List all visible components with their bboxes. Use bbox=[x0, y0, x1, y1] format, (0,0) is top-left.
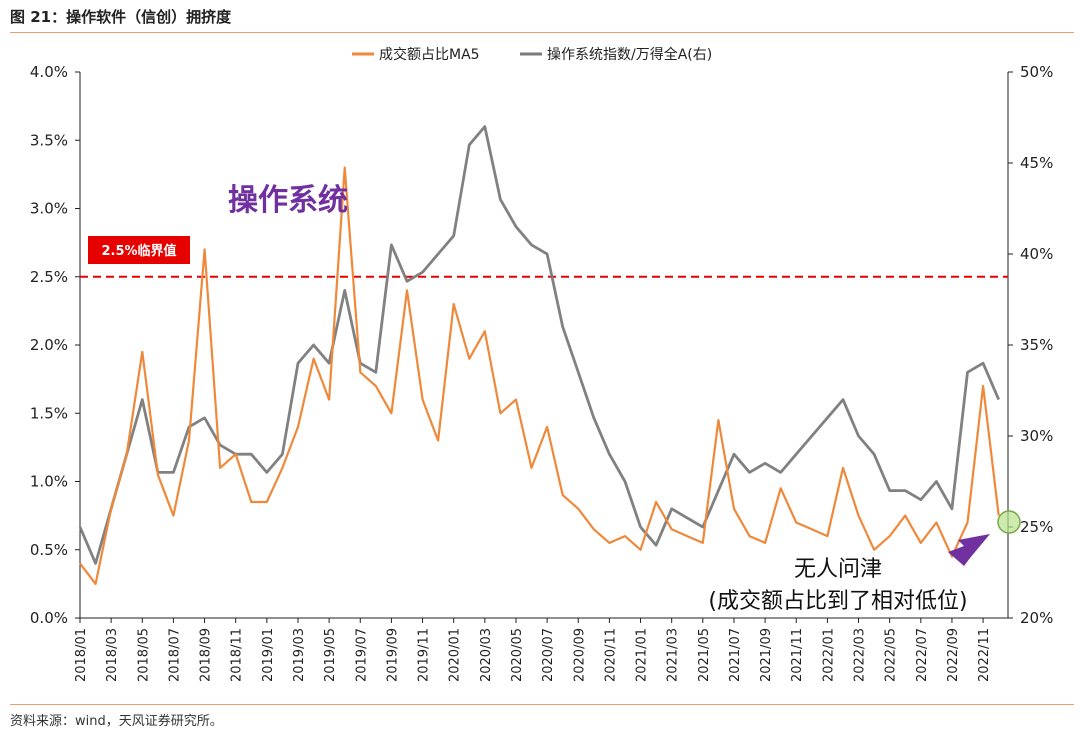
x-tick-label: 2018/05 bbox=[136, 628, 151, 682]
annotation-neglected-detail: (成交额占比到了相对低位) bbox=[708, 589, 967, 614]
y-left-tick-label: 0.5% bbox=[30, 541, 68, 559]
top-rule bbox=[10, 32, 1074, 33]
series-os-index-line bbox=[78, 125, 1000, 565]
x-tick-label: 2021/11 bbox=[790, 628, 805, 682]
x-tick-label: 2019/03 bbox=[292, 628, 307, 682]
x-tick-label: 2020/01 bbox=[448, 628, 463, 682]
x-tick-label: 2018/11 bbox=[230, 628, 245, 682]
x-tick-label: 2022/07 bbox=[915, 628, 930, 682]
x-tick-label: 2022/03 bbox=[853, 628, 868, 682]
y-left-tick-label: 4.0% bbox=[30, 63, 68, 81]
x-tick-label: 2021/03 bbox=[666, 628, 681, 682]
y-left-tick-label: 2.5% bbox=[30, 268, 68, 286]
series-turnover-line bbox=[79, 166, 1000, 585]
legend-label-turnover: 成交额占比MA5 bbox=[379, 46, 480, 63]
annotation-os: 操作系统 bbox=[228, 183, 348, 218]
x-tick-label: 2019/09 bbox=[385, 628, 400, 682]
x-tick-label: 2020/07 bbox=[541, 628, 556, 682]
x-tick-label: 2019/01 bbox=[261, 628, 276, 682]
figure-title: 图 21：操作软件（信创）拥挤度 bbox=[10, 8, 232, 26]
x-tick-label: 2018/09 bbox=[199, 628, 214, 682]
legend-label-os-index: 操作系统指数/万得全A(右) bbox=[547, 46, 712, 63]
y-left-tick-label: 2.0% bbox=[30, 336, 68, 354]
chart-lines bbox=[78, 125, 1008, 585]
x-tick-label: 2021/09 bbox=[759, 628, 774, 682]
latest-point-marker bbox=[997, 510, 1021, 534]
y-right-tick-label: 45% bbox=[1020, 154, 1053, 172]
y-left-tick-label: 0.0% bbox=[30, 609, 68, 627]
source-note: 资料来源：wind，天风证券研究所。 bbox=[10, 714, 223, 729]
y-right-tick-label: 20% bbox=[1020, 609, 1053, 627]
x-tick-label: 2021/01 bbox=[635, 628, 650, 682]
y-right-tick-label: 30% bbox=[1020, 427, 1053, 445]
x-tick-label: 2018/03 bbox=[105, 628, 120, 682]
x-tick-label: 2020/05 bbox=[510, 628, 525, 682]
y-right-tick-label: 35% bbox=[1020, 336, 1053, 354]
chart-legend: 成交额占比MA5 操作系统指数/万得全A(右) bbox=[352, 46, 712, 63]
annotation-neglected: 无人问津 bbox=[794, 557, 882, 582]
x-tick-label: 2020/09 bbox=[572, 628, 587, 682]
x-tick-label: 2018/07 bbox=[167, 628, 182, 682]
x-tick-label: 2018/01 bbox=[74, 628, 89, 682]
x-tick-label: 2019/05 bbox=[323, 628, 338, 682]
x-tick-label: 2019/07 bbox=[354, 628, 369, 682]
x-tick-label: 2021/07 bbox=[728, 628, 743, 682]
bottom-rule bbox=[10, 704, 1074, 705]
x-tick-label: 2022/09 bbox=[946, 628, 961, 682]
x-tick-label: 2020/03 bbox=[479, 628, 494, 682]
y-right-tick-label: 50% bbox=[1020, 63, 1053, 81]
annotation-arrow bbox=[948, 534, 990, 566]
x-tick-label: 2022/11 bbox=[977, 628, 992, 682]
y-left-tick-label: 3.5% bbox=[30, 131, 68, 149]
x-tick-label: 2022/01 bbox=[821, 628, 836, 682]
y-left-tick-label: 1.5% bbox=[30, 404, 68, 422]
y-right-tick-label: 25% bbox=[1020, 518, 1053, 536]
reference-label-box bbox=[88, 236, 190, 264]
y-left-tick-label: 1.0% bbox=[30, 473, 68, 491]
x-tick-label: 2019/11 bbox=[417, 628, 432, 682]
reference-label: 2.5%临界值 bbox=[101, 243, 176, 259]
y-left-tick-label: 3.0% bbox=[30, 200, 68, 218]
x-tick-label: 2021/05 bbox=[697, 628, 712, 682]
x-tick-label: 2022/05 bbox=[884, 628, 899, 682]
y-right-tick-label: 40% bbox=[1020, 245, 1053, 263]
x-tick-label: 2020/11 bbox=[603, 628, 618, 682]
chart-axes: 0.0%0.5%1.0%1.5%2.0%2.5%3.0%3.5%4.0%20%2… bbox=[30, 63, 1053, 682]
chart: 0.0%0.5%1.0%1.5%2.0%2.5%3.0%3.5%4.0%20%2… bbox=[30, 46, 1053, 682]
